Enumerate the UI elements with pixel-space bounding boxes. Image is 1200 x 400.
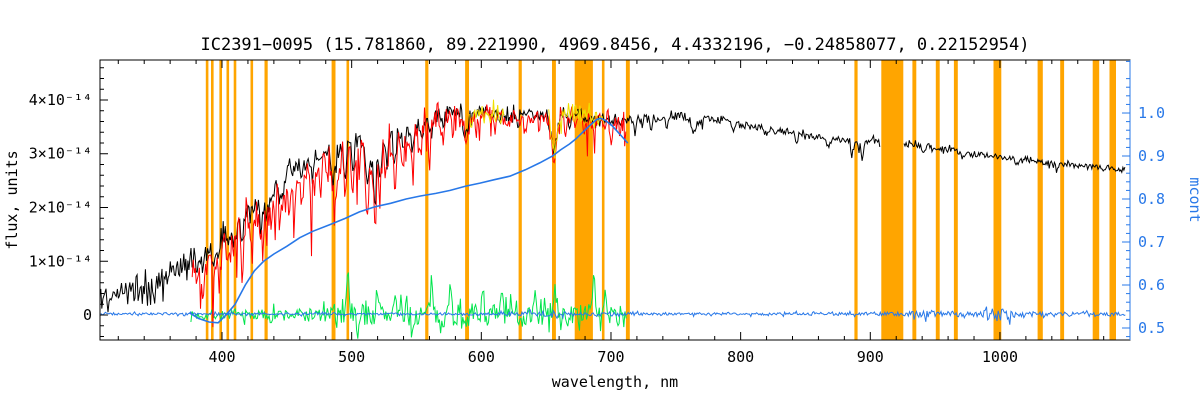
masked-wavelength-band — [219, 60, 222, 340]
plot-title: IC2391−0095 (15.781860, 89.221990, 4969.… — [200, 35, 1029, 55]
x-tick-label: 900 — [857, 348, 884, 366]
masked-wavelength-band — [912, 60, 917, 340]
y-left-tick-label: 0 — [83, 306, 92, 324]
masked-wavelength-band — [205, 60, 209, 340]
y-left-tick-label: 4×10⁻¹⁴ — [29, 91, 92, 109]
masked-model-segment — [469, 99, 505, 129]
y-right-axis-label: mcont — [1186, 177, 1200, 222]
x-tick-label: 400 — [208, 348, 235, 366]
residual-spectrum — [190, 272, 627, 339]
masked-wavelength-band — [250, 60, 254, 340]
x-tick-label: 600 — [468, 348, 495, 366]
continuum-ratio-curve — [189, 117, 629, 324]
masked-wavelength-band — [953, 60, 958, 340]
x-tick-label: 500 — [338, 348, 365, 366]
masked-wavelength-band — [601, 60, 605, 340]
masked-wavelength-band — [233, 60, 237, 340]
masked-wavelength-band — [854, 60, 858, 340]
masked-wavelength-band — [1037, 60, 1043, 340]
y-right-tick-label: 1.0 — [1138, 104, 1165, 122]
masked-bands-layer — [205, 60, 1116, 340]
y-right-tick-label: 0.6 — [1138, 276, 1165, 294]
observed-spectrum — [903, 140, 1126, 174]
masked-wavelength-band — [226, 60, 230, 340]
y-left-tick-label: 2×10⁻¹⁴ — [29, 198, 92, 216]
spectra-layer — [100, 99, 1126, 339]
masked-wavelength-band — [346, 60, 350, 340]
plot-frame — [99, 59, 1131, 341]
y-left-tick-label: 3×10⁻¹⁴ — [29, 145, 92, 163]
x-tick-label: 700 — [597, 348, 624, 366]
masked-wavelength-band — [574, 60, 593, 340]
masked-wavelength-band — [552, 60, 556, 340]
sky-noise-spectrum — [100, 306, 1126, 325]
y-right-tick-label: 0.5 — [1138, 319, 1165, 337]
y-right-tick-label: 0.8 — [1138, 190, 1165, 208]
masked-wavelength-band — [935, 60, 940, 340]
x-tick-label: 800 — [727, 348, 754, 366]
y-right-tick-label: 0.9 — [1138, 147, 1165, 165]
axes-layer: 400 500 600 700 800 900 1000 0 1×10⁻¹⁴ 2×10⁻¹⁴ 3×1… — [29, 59, 1165, 366]
x-axis-label: wavelength, nm — [552, 373, 678, 391]
masked-wavelength-band — [881, 60, 904, 340]
x-tick-label: 1000 — [982, 348, 1018, 366]
masked-wavelength-band — [425, 60, 429, 340]
y-left-axis-label: flux, units — [3, 150, 21, 249]
masked-wavelength-band — [1060, 60, 1065, 340]
y-right-tick-label: 0.7 — [1138, 233, 1165, 251]
y-left-tick-label: 1×10⁻¹⁴ — [29, 252, 92, 270]
masked-wavelength-band — [993, 60, 1002, 340]
masked-wavelength-band — [1092, 60, 1100, 340]
masked-wavelength-band — [625, 60, 630, 340]
masked-wavelength-band — [211, 60, 214, 340]
masked-wavelength-band — [465, 60, 469, 340]
masked-wavelength-band — [1109, 60, 1116, 340]
masked-wavelength-band — [518, 60, 522, 340]
model-spectrum — [191, 101, 627, 328]
masked-wavelength-band — [264, 60, 268, 340]
observed-spectrum — [100, 103, 881, 313]
